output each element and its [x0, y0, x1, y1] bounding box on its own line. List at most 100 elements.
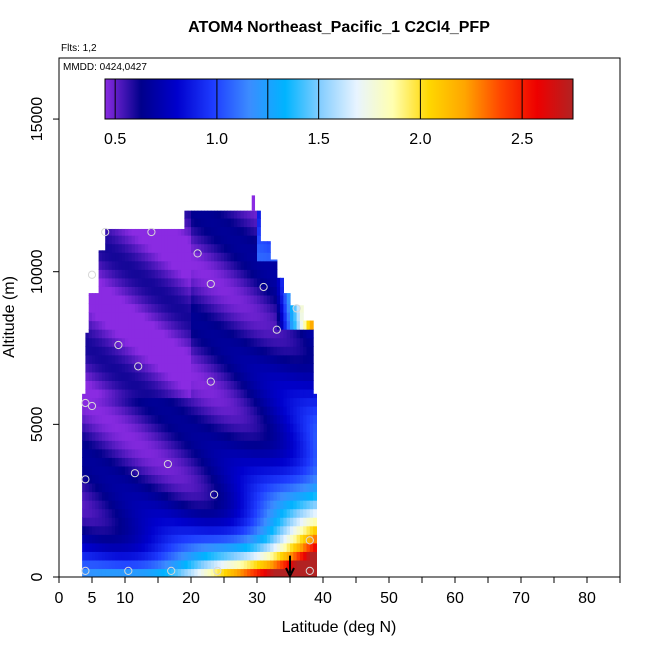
heatmap-cell — [273, 277, 278, 287]
heatmap-cell — [131, 312, 136, 322]
heatmap-cell — [224, 406, 228, 416]
heatmap-cell — [141, 448, 146, 458]
heatmap-cell — [306, 551, 311, 561]
heatmap-cell — [105, 491, 110, 501]
heatmap-cell — [131, 320, 136, 330]
heatmap-cell — [88, 465, 93, 476]
heatmap-cell — [128, 337, 133, 347]
heatmap-cell — [158, 431, 162, 441]
heatmap-cell — [92, 457, 96, 467]
heatmap-cell — [283, 380, 288, 390]
heatmap-cell — [214, 551, 218, 561]
heatmap-cell — [92, 303, 96, 313]
heatmap-cell — [313, 534, 317, 544]
heatmap-cell — [187, 346, 192, 356]
heatmap-cell — [313, 500, 317, 510]
heatmap-cell — [141, 235, 146, 245]
heatmap-cell — [148, 440, 152, 450]
heatmap-cell — [111, 252, 116, 262]
heatmap-cell — [181, 243, 185, 253]
heatmap-cell — [247, 226, 251, 236]
heatmap-cell — [181, 423, 185, 433]
heatmap-cell — [197, 371, 202, 381]
heatmap-cell — [260, 534, 265, 544]
heatmap-cell — [144, 406, 149, 416]
heatmap-cell — [240, 371, 245, 381]
heatmap-cell — [105, 380, 110, 390]
heatmap-cell — [154, 371, 159, 381]
heatmap-cell — [204, 217, 209, 228]
heatmap-cell — [151, 269, 156, 279]
heatmap-cell — [207, 294, 212, 305]
heatmap-cell — [214, 363, 218, 373]
heatmap-cell — [184, 431, 189, 441]
heatmap-cell — [164, 482, 169, 493]
heatmap-cell — [309, 431, 314, 441]
heatmap-cell — [111, 568, 116, 577]
heatmap-cell — [283, 414, 288, 424]
heatmap-cell — [118, 252, 123, 262]
heatmap-cell — [105, 252, 110, 262]
heatmap-cell — [115, 414, 119, 424]
heatmap-cell — [240, 277, 245, 287]
heatmap-cell — [187, 482, 192, 493]
heatmap-cell — [95, 491, 100, 501]
heatmap-cell — [98, 534, 103, 544]
heatmap-cell — [118, 303, 123, 313]
heatmap-cell — [306, 559, 311, 570]
heatmap-cell — [181, 260, 185, 270]
heatmap-cell — [299, 305, 304, 313]
heatmap-cell — [128, 465, 133, 476]
heatmap-cell — [151, 414, 156, 424]
heatmap-cell — [217, 363, 222, 373]
heatmap-cell — [313, 406, 317, 416]
heatmap-cell — [177, 235, 182, 245]
heatmap-cell — [306, 380, 311, 390]
heatmap-cell — [240, 294, 245, 305]
heatmap-cell — [171, 457, 176, 467]
heatmap-cell — [243, 260, 248, 270]
heatmap-cell — [134, 517, 139, 527]
heatmap-cell — [82, 542, 86, 552]
heatmap-cell — [217, 440, 222, 450]
heatmap-cell — [214, 491, 218, 501]
heatmap-cell — [293, 474, 298, 484]
heatmap-cell — [174, 525, 179, 535]
heatmap-cell — [253, 217, 258, 228]
heatmap-cell — [144, 500, 149, 510]
heatmap-cell — [266, 551, 271, 561]
heatmap-cell — [293, 431, 298, 441]
heatmap-cell — [224, 380, 228, 390]
colorbar-gradient — [104, 78, 574, 120]
heatmap-cell — [108, 517, 113, 527]
sample-point — [81, 566, 90, 575]
heatmap-cell — [257, 210, 261, 219]
heatmap-cell — [237, 568, 242, 577]
heatmap-cell — [280, 380, 284, 390]
heatmap-cell — [250, 551, 255, 561]
heatmap-cell — [181, 448, 185, 458]
heatmap-cell — [144, 559, 149, 570]
heatmap-cell — [286, 500, 291, 510]
heatmap-cell — [237, 508, 242, 518]
heatmap-cell — [290, 363, 294, 373]
heatmap-cell — [101, 482, 106, 493]
heatmap-cell — [214, 210, 218, 219]
heatmap-cell — [92, 293, 96, 296]
heatmap-cell — [306, 440, 311, 450]
heatmap-cell — [144, 534, 149, 544]
heatmap-cell — [85, 482, 90, 493]
heatmap-cell — [257, 508, 261, 518]
heatmap-cell — [158, 423, 162, 433]
heatmap-cell — [98, 294, 103, 305]
heatmap-cell — [164, 337, 169, 347]
heatmap-cell — [154, 440, 159, 450]
heatmap-cell — [95, 448, 100, 458]
heatmap-cell — [299, 440, 304, 450]
heatmap-cell — [101, 534, 106, 544]
heatmap-cell — [276, 346, 281, 356]
heatmap-cell — [283, 551, 288, 561]
heatmap-cell — [194, 551, 199, 561]
heatmap-cell — [230, 551, 235, 561]
heatmap-cell — [250, 337, 255, 347]
